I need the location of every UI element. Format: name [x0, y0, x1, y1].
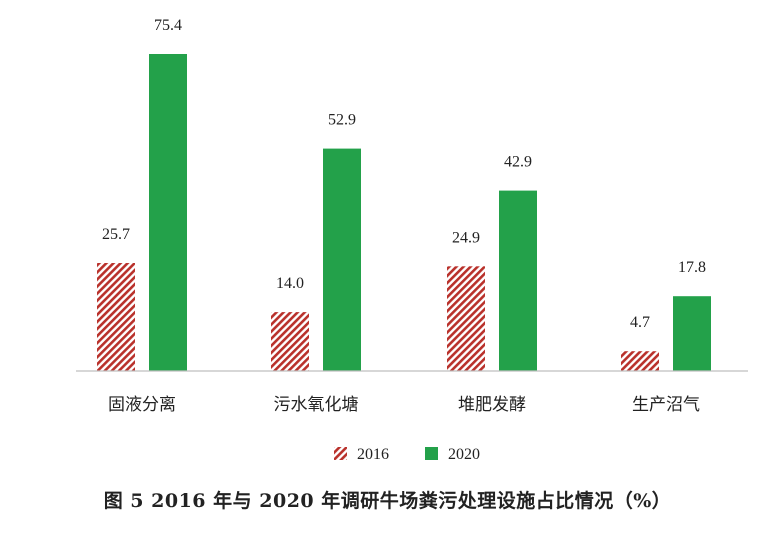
- bar-chart: 25.7 14.0 24.9 4.7 75.4 52.9 42.9 17.8 固液分离 污水氧化…: [76, 17, 748, 463]
- category-label-0: 固液分离: [108, 395, 176, 415]
- value-label-2020-3: 17.8: [678, 259, 706, 276]
- legend-label-2020: 2020: [448, 446, 480, 463]
- value-label-2020-1: 52.9: [328, 112, 356, 129]
- legend-label-2016: 2016: [357, 446, 389, 463]
- category-label-3: 生产沼气: [632, 395, 700, 415]
- legend-swatch-2016: [334, 447, 347, 460]
- bar-2020-1: [323, 148, 361, 371]
- bars-group: [97, 54, 711, 371]
- bar-2016-0: [97, 263, 135, 371]
- legend-swatch-2020: [425, 447, 438, 460]
- bar-2020-2: [499, 190, 537, 371]
- bar-2016-3: [621, 351, 659, 371]
- bar-2016-2: [447, 266, 485, 371]
- category-label-1: 污水氧化塘: [274, 395, 359, 415]
- value-labels-group: 25.7 14.0 24.9 4.7 75.4 52.9 42.9 17.8: [102, 17, 706, 331]
- bar-2020-0: [149, 54, 187, 371]
- figure-caption: 图 5 2016 年与 2020 年调研牛场粪污处理设施占比情况（%）: [103, 490, 672, 512]
- bar-2020-3: [673, 296, 711, 371]
- category-labels-group: 固液分离 污水氧化塘 堆肥发酵 生产沼气: [108, 395, 700, 415]
- value-label-2016-1: 14.0: [276, 275, 304, 292]
- category-label-2: 堆肥发酵: [458, 395, 526, 415]
- legend: 2016 2020: [334, 446, 480, 463]
- value-label-2016-0: 25.7: [102, 226, 130, 243]
- value-label-2020-0: 75.4: [154, 17, 182, 34]
- value-label-2020-2: 42.9: [504, 154, 532, 171]
- value-label-2016-3: 4.7: [630, 314, 650, 331]
- value-label-2016-2: 24.9: [452, 229, 480, 246]
- bar-2016-1: [271, 312, 309, 371]
